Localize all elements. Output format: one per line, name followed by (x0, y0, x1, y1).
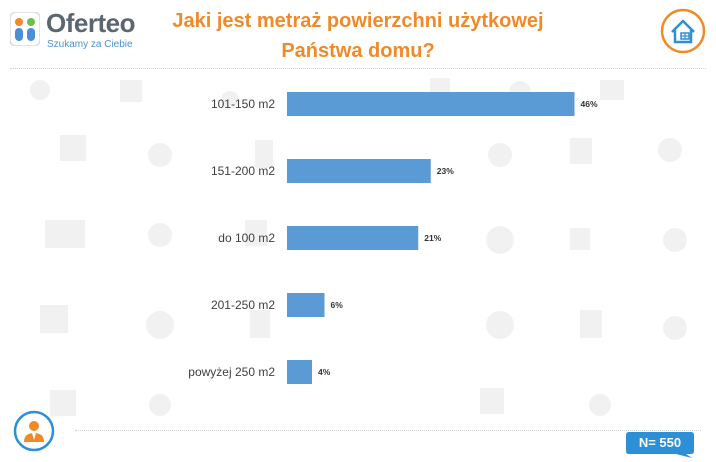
oferteo-logo-icon (10, 12, 40, 46)
bar (287, 226, 419, 250)
brand-tagline: Szukamy za Ciebie (47, 39, 133, 50)
category-label: 151-200 m2 (211, 164, 275, 178)
chart-title-line-1: Jaki jest metraż powierzchni użytkowej (172, 10, 544, 32)
bar (287, 92, 575, 116)
bar-value-label: 21% (424, 233, 441, 243)
bar-value-label: 4% (318, 367, 331, 377)
category-label: powyżej 250 m2 (188, 365, 275, 379)
bottom-divider (75, 430, 701, 431)
bar (287, 293, 325, 317)
top-divider (10, 68, 706, 69)
house-icon (660, 8, 706, 54)
sample-size-badge: N= 550 (626, 432, 698, 458)
bar (287, 159, 431, 183)
background-tools-pattern (30, 78, 687, 416)
category-label: 101-150 m2 (211, 97, 275, 111)
bar-value-label: 46% (581, 99, 598, 109)
bar-value-label: 6% (331, 300, 344, 310)
bar (287, 360, 312, 384)
chart-title-line-2: Państwa domu? (281, 40, 435, 62)
sample-size-text: N= 550 (638, 435, 682, 450)
brand-logo[interactable]: Oferteo Szukamy za Ciebie (10, 8, 160, 55)
category-label: 201-250 m2 (211, 298, 275, 312)
chart-title: Jaki jest metraż powierzchni użytkowej P… (140, 6, 576, 66)
category-label: do 100 m2 (218, 231, 275, 245)
brand-name: Oferteo (46, 8, 135, 38)
person-icon (13, 410, 55, 452)
bar-value-label: 23% (437, 166, 454, 176)
